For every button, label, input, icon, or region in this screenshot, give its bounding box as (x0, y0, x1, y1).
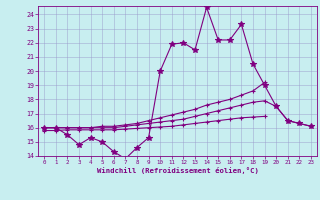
X-axis label: Windchill (Refroidissement éolien,°C): Windchill (Refroidissement éolien,°C) (97, 167, 259, 174)
